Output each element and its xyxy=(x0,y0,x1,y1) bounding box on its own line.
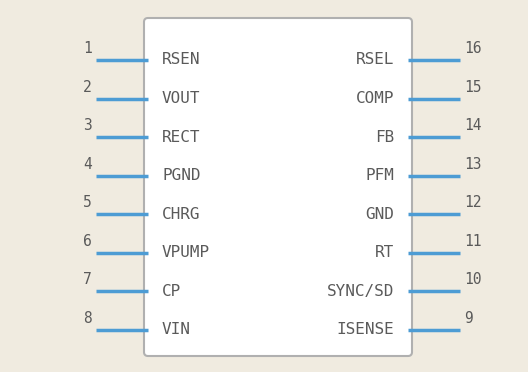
Text: 15: 15 xyxy=(464,80,482,94)
Text: VPUMP: VPUMP xyxy=(162,246,210,260)
Text: ISENSE: ISENSE xyxy=(336,323,394,337)
Text: RSEN: RSEN xyxy=(162,52,201,67)
Text: 16: 16 xyxy=(464,41,482,56)
Text: 5: 5 xyxy=(83,195,92,210)
Text: RT: RT xyxy=(375,246,394,260)
Text: 6: 6 xyxy=(83,234,92,249)
Text: 12: 12 xyxy=(464,195,482,210)
Text: COMP: COMP xyxy=(355,91,394,106)
Text: 14: 14 xyxy=(464,118,482,133)
Text: 13: 13 xyxy=(464,157,482,172)
Text: RSEL: RSEL xyxy=(355,52,394,67)
Text: PGND: PGND xyxy=(162,168,201,183)
Text: FB: FB xyxy=(375,130,394,145)
Text: SYNC/SD: SYNC/SD xyxy=(327,284,394,299)
FancyBboxPatch shape xyxy=(144,18,412,356)
Text: 1: 1 xyxy=(83,41,92,56)
Text: VIN: VIN xyxy=(162,323,191,337)
Text: RECT: RECT xyxy=(162,130,201,145)
Text: PFM: PFM xyxy=(365,168,394,183)
Text: CP: CP xyxy=(162,284,181,299)
Text: VOUT: VOUT xyxy=(162,91,201,106)
Text: 4: 4 xyxy=(83,157,92,172)
Text: 3: 3 xyxy=(83,118,92,133)
Text: 10: 10 xyxy=(464,272,482,288)
Text: 11: 11 xyxy=(464,234,482,249)
Text: CHRG: CHRG xyxy=(162,207,201,222)
Text: 9: 9 xyxy=(464,311,473,326)
Text: 8: 8 xyxy=(83,311,92,326)
Text: 2: 2 xyxy=(83,80,92,94)
Text: 7: 7 xyxy=(83,272,92,288)
Text: GND: GND xyxy=(365,207,394,222)
